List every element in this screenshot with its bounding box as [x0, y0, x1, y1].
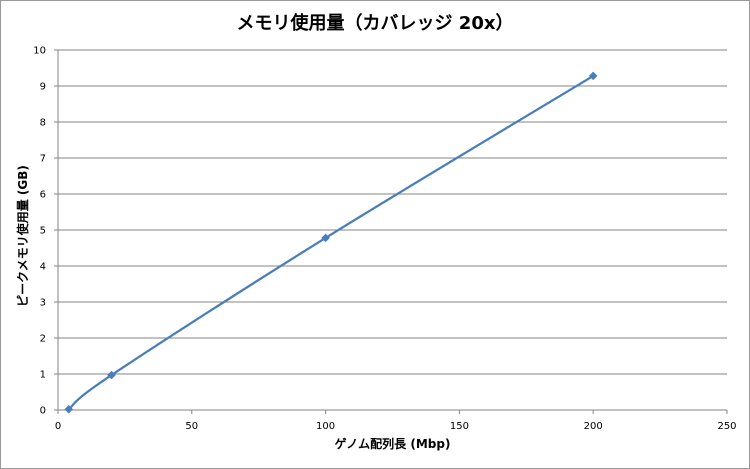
series-group — [64, 71, 598, 414]
gridlines — [54, 49, 728, 414]
y-axis-title: ピークメモリ使用量 (GB) — [15, 165, 30, 307]
y-tick-label-5: 5 — [40, 226, 46, 237]
y-tick-label-1: 1 — [40, 370, 46, 381]
y-tick-label-9: 9 — [40, 82, 46, 93]
y-tick-label-6: 6 — [40, 190, 46, 201]
x-axis-title: ゲノム配列長 (Mbp) — [335, 436, 451, 451]
y-tick-label-3: 3 — [40, 298, 46, 309]
data-point-0-2 — [321, 233, 330, 243]
x-tick-label-3: 150 — [450, 421, 469, 432]
x-tick-label-0: 0 — [55, 421, 61, 432]
y-tick-label-10: 10 — [33, 46, 46, 57]
data-point-0-1 — [107, 370, 116, 380]
chart-title: メモリ使用量（カバレッジ 20x） — [236, 13, 514, 34]
y-tick-label-2: 2 — [40, 334, 46, 345]
y-tick-label-7: 7 — [40, 154, 46, 165]
data-point-0-3 — [588, 71, 598, 81]
y-tick-label-0: 0 — [40, 406, 46, 417]
x-tick-label-1: 50 — [185, 421, 198, 432]
data-point-0-0 — [64, 404, 74, 414]
x-tick-label-5: 250 — [717, 421, 736, 432]
series-line-0 — [67, 74, 594, 411]
x-tick-label-4: 200 — [584, 421, 603, 432]
x-tick-label-2: 100 — [316, 421, 335, 432]
y-tick-label-4: 4 — [40, 262, 46, 273]
y-tick-label-8: 8 — [40, 118, 46, 129]
